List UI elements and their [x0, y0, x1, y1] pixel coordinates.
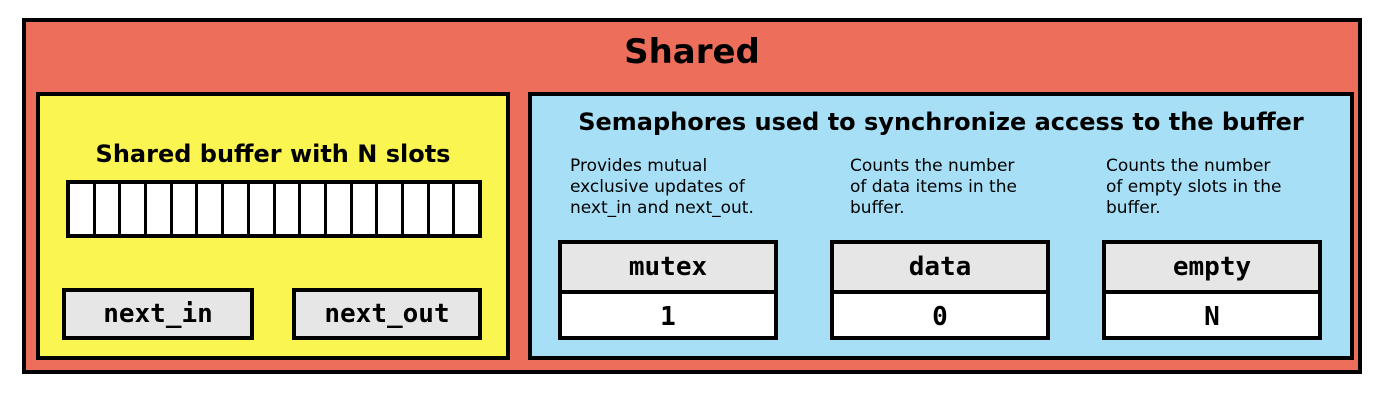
next-out-pointer: next_out [292, 288, 482, 340]
buffer-slot [301, 184, 327, 234]
buffer-slot [353, 184, 379, 234]
data-description: Counts the number of data items in the b… [850, 156, 1017, 218]
semaphores-panel: Semaphores used to synchronize access to… [528, 92, 1354, 360]
data-semaphore: data 0 [830, 240, 1050, 340]
buffer-slot [147, 184, 173, 234]
buffer-slot [276, 184, 302, 234]
buffer-slot [70, 184, 96, 234]
empty-description: Counts the number of empty slots in the … [1106, 156, 1282, 218]
empty-semaphore: empty N [1102, 240, 1322, 340]
semaphore-value: N [1204, 302, 1220, 332]
buffer-slot [173, 184, 199, 234]
semaphore-name: data [834, 244, 1046, 294]
mutex-description: Provides mutual exclusive updates of nex… [570, 156, 754, 218]
semaphore-name: mutex [562, 244, 774, 294]
buffer-slot [430, 184, 456, 234]
buffer-title: Shared buffer with N slots [95, 140, 451, 168]
next-in-pointer: next_in [62, 288, 254, 340]
shared-title: Shared [624, 32, 760, 72]
buffer-slot [96, 184, 122, 234]
semaphores-title: Semaphores used to synchronize access to… [578, 108, 1304, 136]
mutex-semaphore: mutex 1 [558, 240, 778, 340]
buffer-panel: Shared buffer with N slots next_in next_… [36, 92, 510, 360]
buffer-slots [66, 180, 482, 238]
buffer-slot [378, 184, 404, 234]
buffer-slot [250, 184, 276, 234]
buffer-slot [404, 184, 430, 234]
buffer-slot [327, 184, 353, 234]
buffer-slot [224, 184, 250, 234]
semaphore-name: empty [1106, 244, 1318, 294]
semaphore-value: 0 [932, 302, 948, 332]
buffer-slot [121, 184, 148, 234]
buffer-slot [455, 184, 478, 234]
buffer-slot [198, 184, 225, 234]
semaphore-value: 1 [660, 302, 676, 332]
